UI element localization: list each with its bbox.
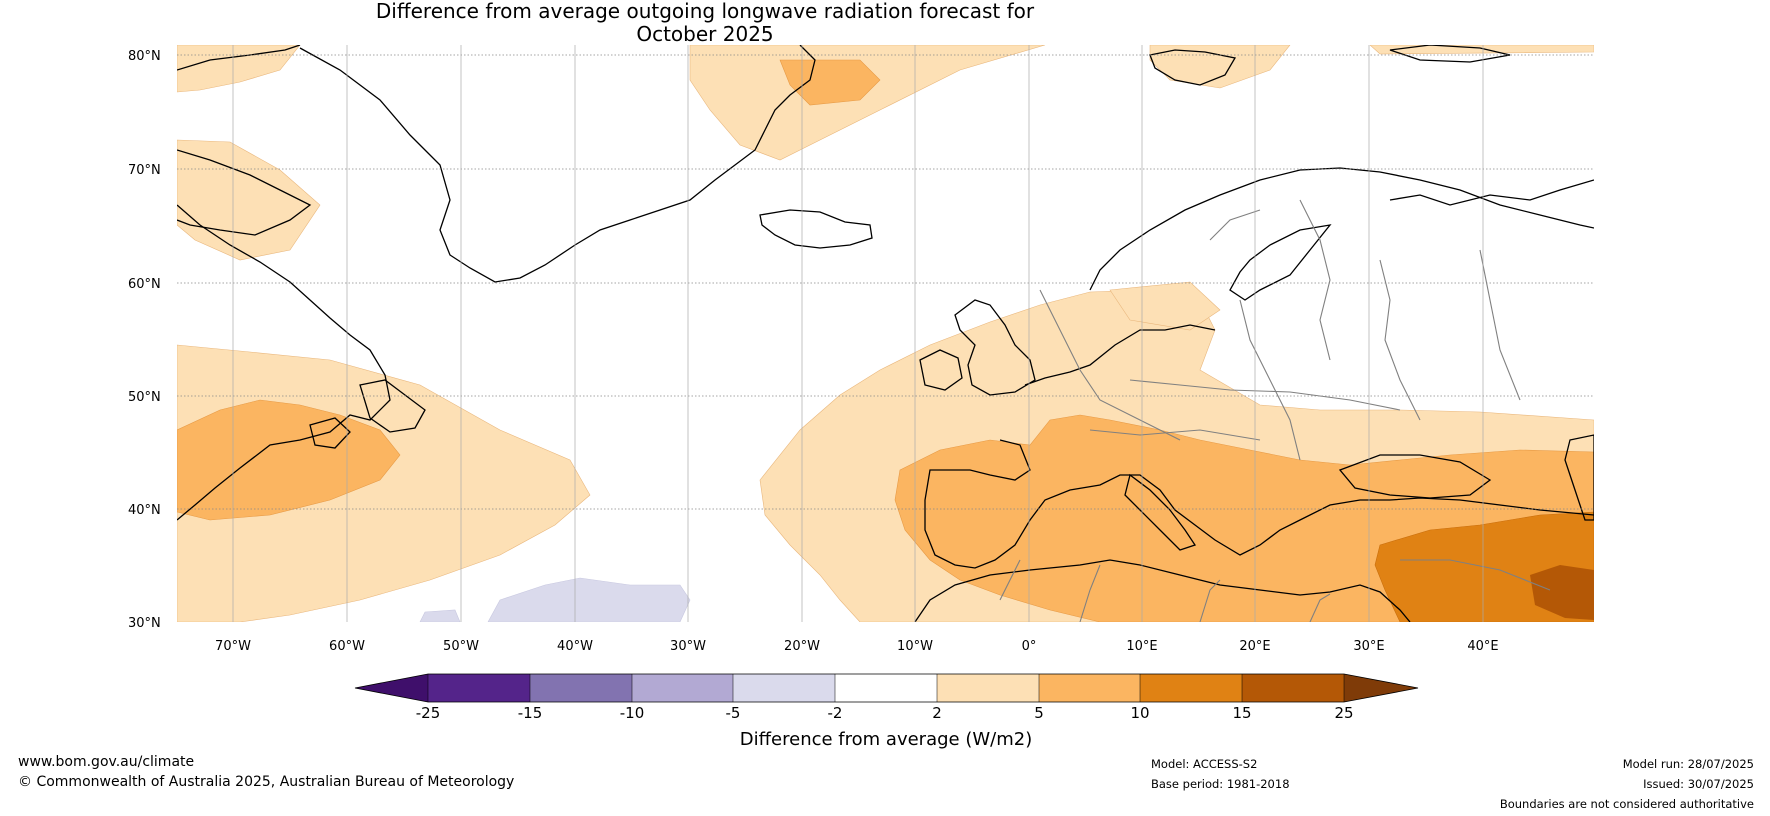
colorbar-segment: [1242, 674, 1344, 702]
colorbar-segment: [835, 674, 937, 702]
anomaly-shading-15-25: [1530, 565, 1594, 620]
footer-copyright: © Commonwealth of Australia 2025, Austra…: [18, 774, 515, 790]
footer-base-period: Base period: 1981-2018: [1151, 777, 1290, 791]
title-line-1: Difference from average outgoing longwav…: [375, 0, 1035, 23]
longitude-labels: 70°W 60°W 50°W 40°W 30°W 20°W 10°W 0° 10…: [215, 639, 1499, 654]
coastline-ireland: [919, 349, 963, 391]
colorbar-segment: [1039, 674, 1140, 702]
coastline-ellesmere: [177, 45, 301, 71]
colorbar-label: -10: [620, 704, 645, 722]
coastline-britain: [954, 299, 1036, 396]
lat-label-80n: 80°N: [128, 49, 161, 64]
lat-label-40n: 40°N: [128, 503, 161, 518]
colorbar-label: -5: [726, 704, 741, 722]
lon-label-0: 0°: [1022, 639, 1037, 654]
lon-label-60w: 60°W: [329, 639, 365, 654]
colorbar-segment: [428, 674, 530, 702]
colorbar-label: 25: [1334, 704, 1353, 722]
lat-label-60n: 60°N: [128, 277, 161, 292]
lon-label-50w: 50°W: [443, 639, 479, 654]
coastline-baffin: [177, 149, 312, 236]
lon-label-10e: 10°E: [1126, 639, 1157, 654]
coastline-arctic-russia: [1389, 179, 1594, 206]
map-panel: [177, 45, 1594, 622]
coastline-iceland: [759, 209, 873, 249]
colorbar-segment: [733, 674, 835, 702]
anomaly-shading-neg5-neg2: [419, 577, 691, 622]
colorbar-segment: [937, 674, 1039, 702]
colorbar-label: -25: [416, 704, 441, 722]
gridlines: [177, 45, 1594, 622]
coastline-svalbard: [1149, 49, 1237, 86]
coastline-greenland: [299, 45, 816, 283]
lon-label-30w: 30°W: [670, 639, 706, 654]
colorbar-extend-high: [1344, 674, 1418, 702]
lon-label-40w: 40°W: [557, 639, 593, 654]
colorbar-label: -2: [828, 704, 843, 722]
coastlines: [177, 45, 1594, 622]
lon-label-20e: 20°E: [1239, 639, 1270, 654]
colorbar-segment: [530, 674, 632, 702]
footer-website: www.bom.gov.au/climate: [18, 754, 195, 770]
title-line-2: October 2025: [636, 22, 774, 46]
latitude-gridlines: [177, 54, 1594, 510]
colorbar-label: 10: [1130, 704, 1149, 722]
coastline-novaya-zemlya: [1389, 45, 1511, 63]
lon-label-10w: 10°W: [897, 639, 933, 654]
lon-label-40e: 40°E: [1467, 639, 1498, 654]
footer-model: Model: ACCESS-S2: [1151, 757, 1258, 771]
lon-label-70w: 70°W: [215, 639, 251, 654]
longitude-gridlines: [232, 45, 1484, 622]
coastline-caspian: [1564, 434, 1594, 521]
coastline-europe: [924, 324, 1594, 569]
footer-disclaimer: Boundaries are not considered authoritat…: [1499, 797, 1754, 811]
colorbar-dividers: [427, 674, 1345, 702]
coastline-black-sea: [1338, 454, 1492, 499]
colorbar-extend-low: [355, 674, 428, 702]
coastline-newfoundland: [359, 379, 426, 433]
colorbar-segment: [1140, 674, 1242, 702]
coastline-nova-scotia: [309, 417, 351, 449]
colorbar: -25 -15 -10 -5 -2 2 5 10 15 25 Differenc…: [354, 673, 1419, 750]
lat-label-50n: 50°N: [128, 390, 161, 405]
coastline-italy: [1124, 473, 1197, 551]
coastline-scandinavia: [1089, 167, 1594, 301]
footer-model-run: Model run: 28/07/2025: [1622, 757, 1754, 771]
lon-label-20w: 20°W: [784, 639, 820, 654]
colorbar-label: 2: [932, 704, 942, 722]
colorbar-tick-labels: -25 -15 -10 -5 -2 2 5 10 15 25: [416, 704, 1354, 722]
lat-label-70n: 70°N: [128, 163, 161, 178]
footer-issued: Issued: 30/07/2025: [1643, 777, 1754, 791]
coastline-north-africa: [914, 559, 1411, 622]
colorbar-title: Difference from average (W/m2): [740, 729, 1032, 750]
colorbar-label: 5: [1034, 704, 1044, 722]
colorbar-label: -15: [518, 704, 543, 722]
map-title: Difference from average outgoing longwav…: [0, 0, 1410, 46]
colorbar-label: 15: [1232, 704, 1251, 722]
colorbar-segment: [632, 674, 733, 702]
coastline-north-america: [177, 204, 391, 521]
latitude-labels: 80°N 70°N 60°N 50°N 40°N 30°N: [128, 49, 161, 631]
lat-label-30n: 30°N: [128, 616, 161, 631]
lon-label-30e: 30°E: [1353, 639, 1384, 654]
country-borders: [999, 199, 1551, 622]
